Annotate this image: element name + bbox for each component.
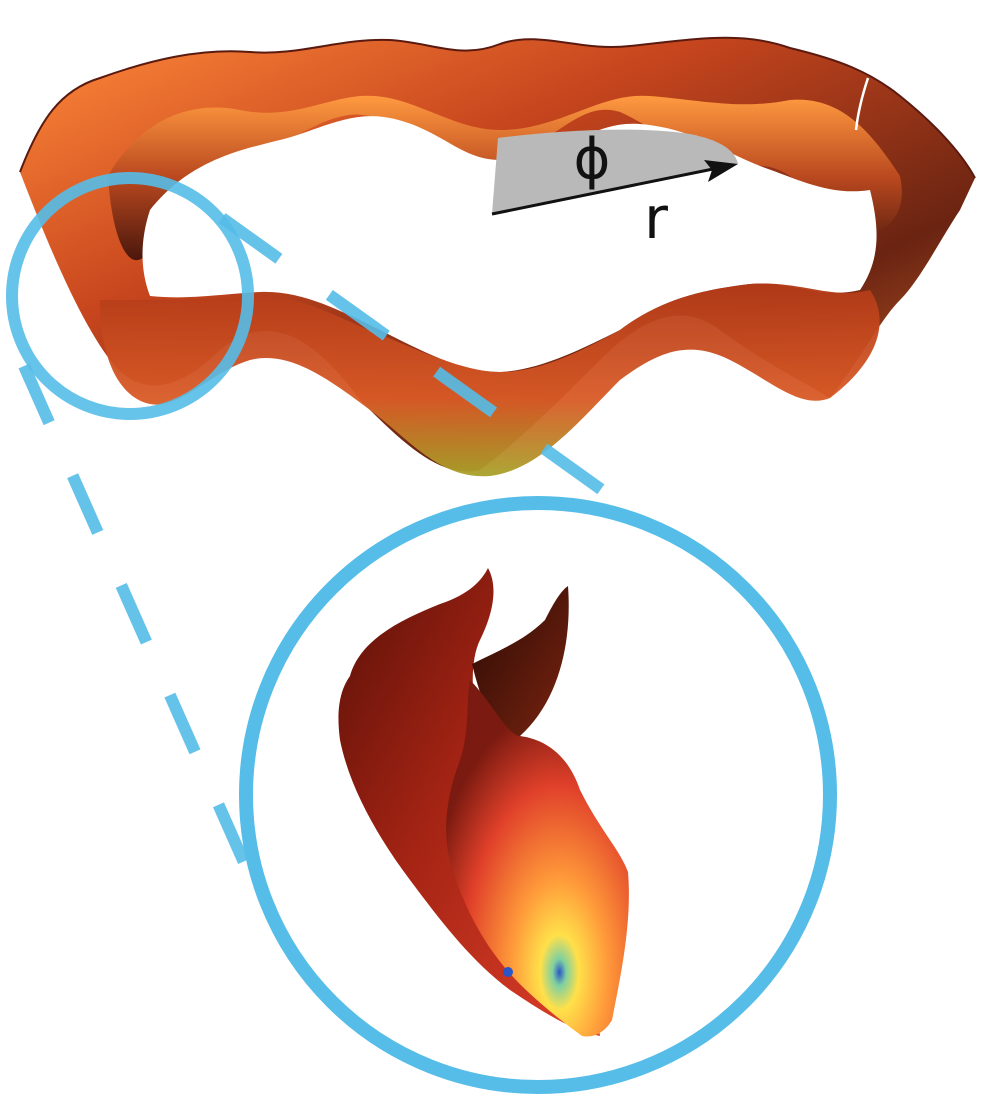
angle-label: ϕ (574, 127, 611, 192)
ring-inner-wall (108, 95, 902, 261)
potential-minimum-spot (503, 967, 513, 977)
ring-inner-hole (142, 116, 877, 372)
connector-line-upper (218, 213, 659, 533)
connector-line-lower (18, 363, 272, 915)
zoom-connector-lines (18, 213, 659, 915)
ring-surface (19, 36, 976, 477)
zoom-surface-inner-basin (446, 680, 629, 1037)
polar-annotation: ϕ r (491, 127, 738, 252)
highlight-circle-small (6, 172, 254, 420)
ring-highlight-streak (854, 77, 870, 131)
radius-arrowhead (704, 160, 738, 182)
ring-rim-edge (19, 36, 976, 179)
radius-arrow-line (491, 166, 719, 216)
radius-label: r (644, 184, 668, 252)
zoom-surface (338, 568, 629, 1037)
angle-sector (492, 129, 738, 214)
zoom-surface-flap (472, 586, 569, 737)
ring-front-band (100, 283, 880, 477)
